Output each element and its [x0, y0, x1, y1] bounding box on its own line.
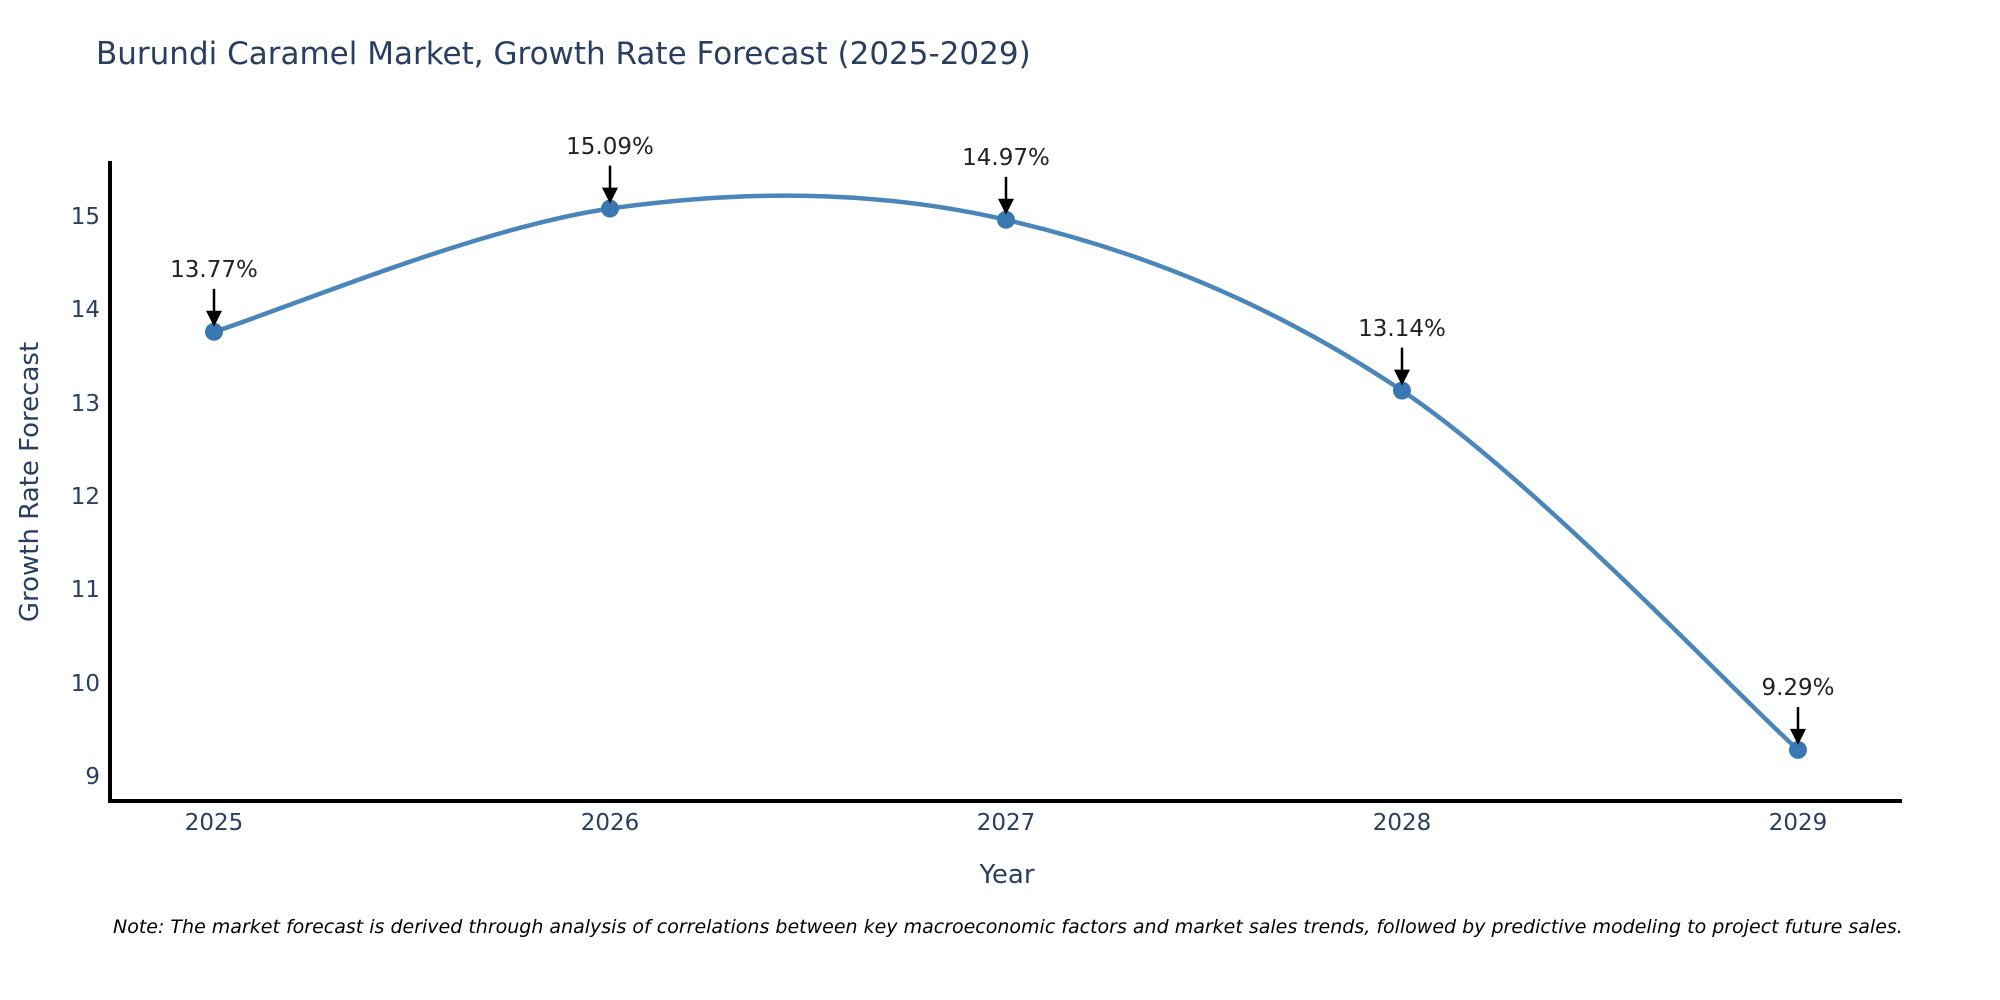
data-point-marker [205, 322, 223, 341]
data-point-label: 13.14% [1358, 315, 1446, 342]
annotation-arrow-head [1790, 728, 1806, 745]
data-point-label: 13.77% [170, 256, 258, 283]
x-axis-title: Year [979, 860, 1035, 890]
data-point-marker [997, 210, 1015, 229]
data-point-label: 15.09% [566, 133, 654, 160]
y-tick-label: 11 [70, 577, 100, 604]
data-point-label: 9.29% [1761, 674, 1835, 701]
annotation-arrow-head [206, 310, 222, 327]
series-line [211, 193, 1801, 753]
footnote: Note: The market forecast is derived thr… [113, 916, 1903, 938]
y-tick-label: 10 [70, 670, 100, 697]
y-tick-label: 9 [85, 764, 100, 790]
y-tick-label: 12 [70, 484, 100, 510]
x-tick-label: 2025 [184, 810, 244, 836]
y-tick-label: 15 [70, 204, 100, 230]
x-tick-label: 2026 [580, 810, 640, 836]
x-tick-label: 2028 [1372, 810, 1432, 836]
chart-title: Burundi Caramel Market, Growth Rate Fore… [96, 36, 1031, 72]
y-tick-label: 14 [70, 297, 100, 324]
data-point-marker [601, 199, 619, 218]
data-point-label: 14.97% [962, 144, 1050, 171]
data-point-marker [1393, 381, 1411, 400]
annotation-arrow-head [602, 187, 618, 204]
annotation-arrow-head [998, 198, 1014, 215]
data-point-marker [1789, 740, 1807, 759]
x-tick-label: 2027 [976, 810, 1036, 836]
annotation-arrow-head [1394, 369, 1410, 386]
y-axis-title: Growth Rate Forecast [15, 341, 45, 623]
y-tick-label: 13 [70, 390, 100, 417]
x-tick-label: 2029 [1768, 810, 1828, 836]
